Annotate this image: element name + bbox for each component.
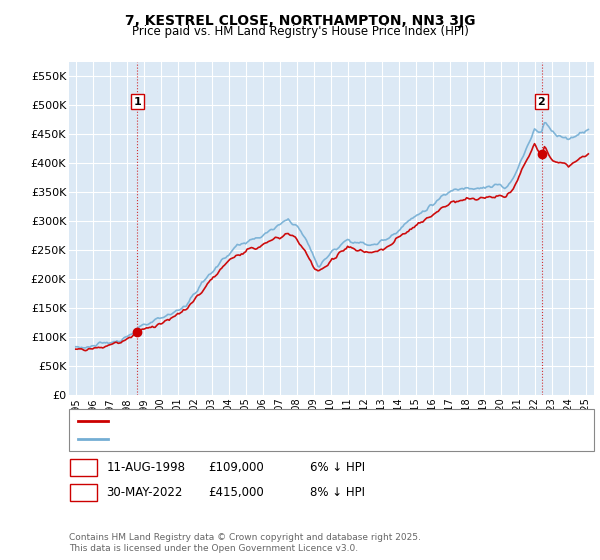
Text: Contains HM Land Registry data © Crown copyright and database right 2025.
This d: Contains HM Land Registry data © Crown c… (69, 533, 421, 553)
Text: HPI: Average price, detached house, West Northamptonshire: HPI: Average price, detached house, West… (112, 434, 429, 444)
Text: 1: 1 (133, 96, 141, 106)
Text: 11-AUG-1998: 11-AUG-1998 (106, 461, 185, 474)
Text: 2: 2 (538, 96, 545, 106)
Text: 30-MAY-2022: 30-MAY-2022 (106, 486, 182, 500)
Text: 7, KESTREL CLOSE, NORTHAMPTON, NN3 3JG: 7, KESTREL CLOSE, NORTHAMPTON, NN3 3JG (125, 14, 475, 28)
Text: £109,000: £109,000 (208, 461, 264, 474)
Text: 6% ↓ HPI: 6% ↓ HPI (310, 461, 365, 474)
Text: 1: 1 (80, 461, 88, 474)
Text: 7, KESTREL CLOSE, NORTHAMPTON, NN3 3JG (detached house): 7, KESTREL CLOSE, NORTHAMPTON, NN3 3JG (… (112, 416, 440, 426)
Text: 8% ↓ HPI: 8% ↓ HPI (310, 486, 365, 500)
Text: Price paid vs. HM Land Registry's House Price Index (HPI): Price paid vs. HM Land Registry's House … (131, 25, 469, 38)
Text: 2: 2 (80, 486, 88, 500)
Text: £415,000: £415,000 (208, 486, 264, 500)
